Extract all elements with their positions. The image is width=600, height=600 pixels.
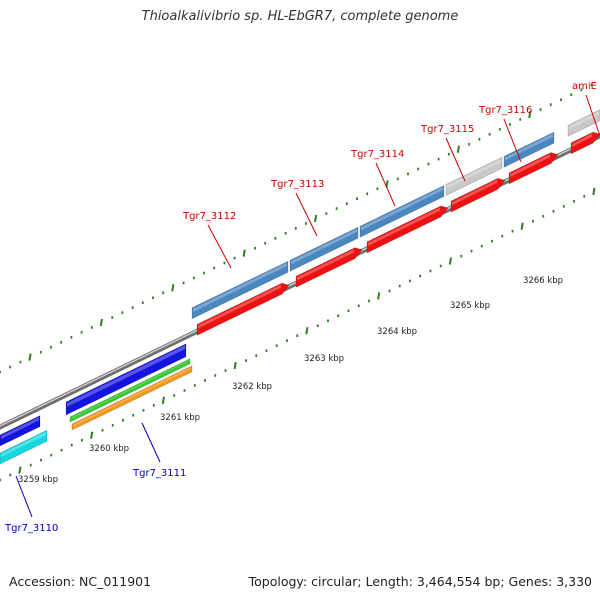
upper-tick-3 (28, 353, 32, 361)
cds-bar-2 (366, 205, 449, 254)
gene-bar-forward-3 (445, 156, 503, 196)
cds-bar-reverse-0 (0, 429, 48, 465)
lower-tick-2 (18, 466, 22, 474)
kbp-tick-label: 3266 kbp (523, 276, 563, 286)
lower-tick-58 (592, 187, 596, 196)
gene-bar-forward-1-shine (291, 228, 357, 265)
gene-bar-forward-5-shine (569, 111, 599, 130)
gene-label-leader (503, 118, 522, 163)
gene-label: amiE (572, 81, 597, 92)
gene-bar-forward-4-shine (505, 133, 553, 161)
gene-bar-reverse-1 (65, 343, 187, 416)
cds-bar-4-shine (510, 154, 550, 178)
gene-label: Tgr7_3114 (350, 149, 404, 160)
track-green-shine (71, 360, 189, 419)
kbp-tick-label: 3261 kbp (160, 413, 200, 423)
gene-label: Tgr7_3112 (182, 211, 236, 222)
gene-label-leader (207, 224, 232, 269)
gene-label: Tgr7_3116 (478, 105, 532, 116)
gene-label-leader (295, 192, 318, 237)
lower-tick-37 (377, 292, 381, 300)
gene-label-leader (141, 422, 161, 463)
gene-bar-reverse-0-shine (1, 417, 39, 440)
upper-tick-10 (99, 318, 103, 327)
cds-bar-reverse-0-shine (1, 431, 46, 458)
gene-bar-forward-1 (289, 226, 359, 272)
upper-tick-52 (528, 110, 532, 119)
gene-bar-forward-0-shine (193, 262, 287, 312)
gene-label: Tgr7_3115 (420, 124, 474, 135)
cds-bar-2-shine (368, 207, 440, 247)
gene-bar-reverse-1-shine (67, 345, 185, 407)
accession-label: Accession: NC_011901 (9, 574, 152, 589)
lower-tick-9 (90, 431, 94, 439)
gene-bar-forward-0 (191, 260, 289, 320)
cds-bar-0 (196, 282, 290, 336)
gene-bar-forward-3-shine (447, 158, 501, 189)
track-green (69, 358, 191, 423)
cds-bar-5 (570, 131, 600, 155)
cds-bar-1 (295, 247, 363, 288)
gene-bar-forward-4 (503, 131, 555, 168)
cds-bar-4 (508, 152, 559, 185)
kbp-tick-label: 3260 kbp (89, 444, 129, 454)
kbp-tick-label: 3264 kbp (377, 327, 417, 337)
lower-tick-23 (233, 361, 237, 370)
gene-label: Tgr7_3110 (4, 523, 58, 534)
topology-label: Topology: circular; Length: 3,464,554 bp… (248, 574, 592, 589)
gene-label-leader (375, 162, 396, 207)
gene-label-leader (585, 94, 600, 137)
lower-tick-44 (448, 257, 452, 265)
track-orange-shine (73, 367, 191, 427)
gene-bar-forward-5 (567, 109, 600, 137)
kbp-tick-label: 3259 kbp (18, 475, 58, 485)
cds-bar-3 (450, 177, 506, 213)
upper-tick-45 (456, 145, 460, 153)
gene-bar-reverse-0 (0, 415, 41, 447)
map-title: Thioalkalivibrio sp. HL-EbGR7, complete … (141, 9, 459, 24)
upper-tick-31 (314, 214, 318, 223)
cds-bar-0-shine (198, 284, 281, 329)
gene-label: Tgr7_3111 (132, 468, 186, 479)
kbp-tick-label: 3262 kbp (232, 382, 272, 392)
lower-tick-51 (520, 222, 524, 230)
lower-tick-30 (305, 327, 309, 335)
gene-bar-forward-2 (359, 184, 445, 238)
kbp-tick-label: 3265 kbp (450, 301, 490, 311)
lower-tick-16 (161, 396, 165, 405)
upper-tick-24 (242, 249, 246, 257)
upper-tick-17 (171, 284, 175, 292)
gene-label-leader (15, 475, 33, 518)
kbp-tick-label: 3263 kbp (304, 354, 344, 364)
gene-label: Tgr7_3113 (270, 179, 324, 190)
track-orange (71, 365, 193, 431)
gene-bar-forward-2-shine (361, 186, 443, 231)
cds-bar-5-shine (572, 133, 592, 147)
cds-bar-1-shine (297, 249, 354, 281)
gene-label-leader (445, 137, 466, 182)
cds-bar-3-shine (452, 179, 497, 206)
